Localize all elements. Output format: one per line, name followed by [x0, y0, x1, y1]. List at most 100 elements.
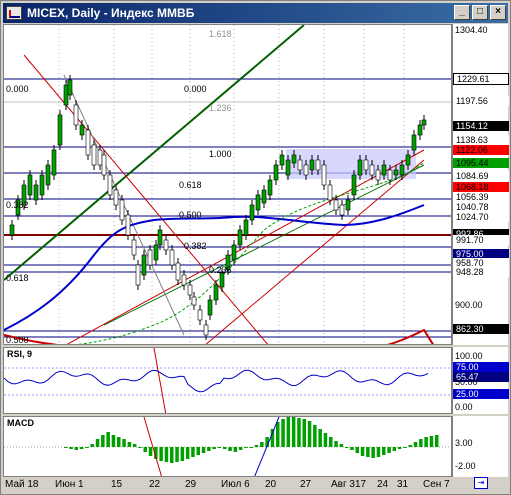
macd-bar: [329, 437, 333, 447]
macd-bar: [276, 422, 280, 447]
macd-bar: [291, 417, 296, 447]
fib-left-0382: 0.382: [6, 200, 29, 210]
rsi-panel[interactable]: RSI, 9: [3, 347, 452, 414]
macd-bar: [297, 418, 301, 447]
candle-body: [375, 169, 381, 181]
date-tick-label: Сен 7: [423, 479, 450, 490]
macd-bar: [265, 437, 269, 447]
fib-label-1000: 1.000: [209, 149, 232, 159]
macd-bar: [334, 441, 338, 447]
fib-left-0500: 0.500: [6, 335, 29, 345]
macd-bar: [286, 417, 291, 447]
macd-bar: [111, 435, 116, 447]
rsi-line: [4, 369, 429, 393]
scroll-end-button[interactable]: ⇥: [474, 477, 488, 489]
macd-bar: [244, 447, 248, 448]
macd-bar: [233, 447, 238, 452]
candle-body: [67, 79, 73, 96]
candle-body: [399, 164, 405, 176]
candle-body: [405, 154, 411, 166]
red-curve: [4, 328, 434, 344]
close-button[interactable]: ×: [490, 5, 506, 20]
candle-body: [351, 174, 357, 196]
window-title: MICEX, Daily - Индекс ММВБ: [27, 6, 195, 20]
macd-bar: [201, 447, 206, 453]
macd-bar: [429, 436, 434, 447]
candle-body: [203, 324, 209, 336]
date-axis: Май 18 Июн 1 15 22 29 Июл 6 20 27 Авг 3 17 24 31 Сен…: [3, 477, 452, 493]
price-level-box: 948.28: [453, 267, 509, 277]
candle-body: [357, 159, 363, 176]
candle-body: [363, 159, 369, 171]
candle-body: [169, 249, 175, 266]
candle-body: [157, 229, 163, 246]
candle-body: [181, 274, 187, 286]
support-line-1: [66, 149, 425, 344]
price-level-box: 992.86: [453, 229, 509, 239]
price-level-box: 1084.69: [453, 171, 509, 181]
candle-body: [113, 189, 119, 206]
macd-bar: [180, 447, 185, 461]
title-bar[interactable]: MICEX, Daily - Индекс ММВБ _ □ ×: [3, 3, 508, 23]
price-level-box: 1154.12: [453, 121, 509, 131]
fib-label-1618: 1.618: [209, 29, 232, 39]
support-line-2: [205, 159, 425, 344]
price-chart-canvas[interactable]: 1.618 1.236 1.000 0.618 0.500 0.382 0.23…: [4, 25, 452, 345]
maximize-button[interactable]: □: [472, 5, 488, 20]
macd-bar: [344, 447, 349, 448]
price-level-box: 958.70: [453, 258, 509, 268]
candle-body: [197, 309, 203, 321]
macd-bar: [408, 445, 412, 447]
candle-body: [141, 254, 147, 276]
candle-body: [291, 154, 297, 164]
candle-body: [387, 169, 393, 181]
candle-body: [33, 184, 39, 201]
date-tick-label: 27: [300, 479, 312, 490]
candle-body: [39, 174, 45, 196]
candle-body: [321, 164, 327, 186]
date-tick-label: 20: [265, 479, 277, 490]
macd-bar: [148, 447, 153, 456]
fib-left-0000: 0.000: [6, 84, 29, 94]
candle-body: [421, 119, 427, 126]
macd-bar: [95, 439, 100, 447]
macd-bar: [175, 447, 179, 462]
candle-body: [249, 204, 255, 221]
macd-bar: [360, 447, 365, 456]
candle-body: [191, 296, 197, 306]
candle-body: [327, 184, 333, 201]
candle-body: [101, 154, 107, 176]
price-level-box: 1056.39: [453, 192, 509, 202]
macd-bar: [212, 447, 216, 449]
candle-body: [131, 239, 137, 256]
macd-bar: [154, 447, 158, 459]
fib-label-0236: 0.236: [209, 265, 232, 275]
candle-body: [219, 272, 225, 288]
candle-body: [85, 129, 91, 156]
candle-body: [267, 179, 273, 196]
macd-histogram: [64, 417, 439, 463]
rsi-axis-0: 0.00: [455, 402, 473, 412]
date-tick-label: 15: [111, 479, 123, 490]
price-chart-panel[interactable]: 1.618 1.236 1.000 0.618 0.500 0.382 0.23…: [3, 24, 452, 345]
price-level-box: 991.70: [453, 235, 509, 245]
minimize-button[interactable]: _: [454, 5, 470, 20]
macd-bar: [217, 447, 222, 448]
macd-bar: [90, 444, 94, 447]
macd-label: MACD: [7, 418, 34, 428]
macd-bar: [122, 439, 126, 447]
rsi-axis: 100.00 75.00 65.47 50.00 25.00 0.00: [452, 347, 509, 414]
price-level-box: 862.30: [453, 324, 509, 334]
candle-body: [213, 284, 219, 301]
macd-bar: [355, 447, 359, 453]
price-axis[interactable]: 1304.40 1229.61 1197.56 1154.12 1138.63 11…: [452, 24, 509, 345]
macd-bar: [106, 432, 110, 447]
candle-body: [57, 114, 63, 146]
date-tick-label: 31: [397, 479, 409, 490]
macd-bar: [191, 447, 195, 457]
macd-bar: [69, 447, 73, 449]
candle-body: [261, 189, 267, 204]
candle-body: [237, 229, 243, 246]
macd-bar: [159, 447, 163, 461]
macd-panel[interactable]: MACD: [3, 416, 452, 477]
